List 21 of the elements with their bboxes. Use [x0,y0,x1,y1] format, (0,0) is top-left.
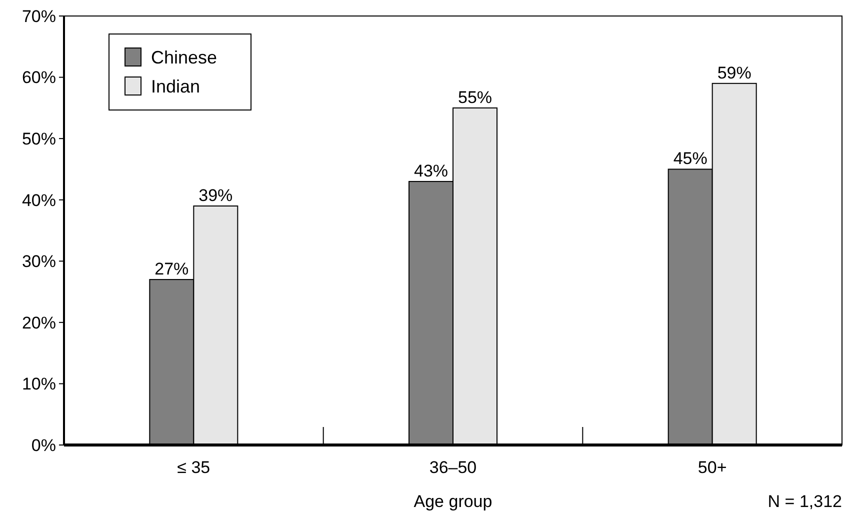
y-tick-label: 70% [22,6,56,26]
text: 55% [458,88,492,107]
y-tick-label: 50% [22,130,56,149]
y-tick-label: 20% [22,313,56,332]
x-axis-title: Age group [414,492,492,511]
text: 45% [673,149,708,168]
legend-label: Indian [151,76,200,96]
y-tick-label: 0% [31,436,56,455]
x-tick-label: ≤ 35 [177,458,210,477]
text: 59% [717,63,752,82]
text: N = 1,312 [768,492,842,511]
text: 39% [198,186,233,205]
y-tick-label: 40% [22,190,56,210]
text: 43% [414,161,448,180]
x-tick-label: 50+ [698,458,727,477]
y-tick-label: 30% [22,252,56,272]
legend-label: Chinese [151,47,218,68]
x-tick-label: 36–50 [429,458,477,477]
y-tick-label: 60% [22,68,56,88]
y-tick-label: 10% [22,374,56,394]
text: 27% [154,260,189,279]
